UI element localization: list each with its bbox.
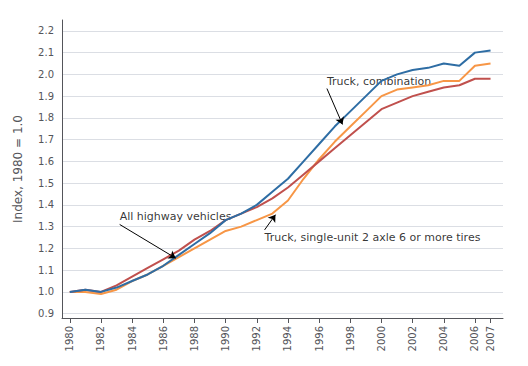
svg-text:1.5: 1.5 — [38, 178, 54, 189]
svg-text:1990: 1990 — [220, 326, 231, 351]
svg-text:0.9: 0.9 — [38, 308, 54, 319]
svg-text:2007: 2007 — [485, 326, 496, 351]
svg-text:1.8: 1.8 — [38, 112, 54, 123]
svg-text:2000: 2000 — [376, 326, 387, 351]
svg-text:Index, 1980 = 1.0: Index, 1980 = 1.0 — [11, 115, 25, 223]
svg-text:1982: 1982 — [95, 326, 106, 351]
svg-text:1.2: 1.2 — [38, 243, 54, 254]
svg-text:2.0: 2.0 — [38, 69, 54, 80]
svg-text:2004: 2004 — [438, 326, 449, 351]
svg-text:All highway vehicles: All highway vehicles — [120, 210, 232, 223]
svg-text:1.7: 1.7 — [38, 134, 54, 145]
svg-text:1.6: 1.6 — [38, 156, 54, 167]
svg-text:1988: 1988 — [189, 326, 200, 351]
svg-text:2.1: 2.1 — [38, 47, 54, 58]
svg-text:2.2: 2.2 — [38, 25, 54, 36]
svg-text:1996: 1996 — [314, 326, 325, 351]
svg-text:2002: 2002 — [407, 326, 418, 351]
svg-text:Truck, combination: Truck, combination — [326, 75, 431, 88]
svg-text:1994: 1994 — [282, 326, 293, 351]
svg-text:1986: 1986 — [158, 326, 169, 351]
svg-text:2006: 2006 — [469, 326, 480, 351]
svg-text:1.0: 1.0 — [38, 286, 54, 297]
svg-text:1980: 1980 — [64, 326, 75, 351]
svg-text:1.1: 1.1 — [38, 265, 54, 276]
svg-text:1984: 1984 — [127, 326, 138, 351]
svg-text:1.3: 1.3 — [38, 221, 54, 232]
svg-text:1998: 1998 — [345, 326, 356, 351]
svg-text:1.9: 1.9 — [38, 91, 54, 102]
svg-text:1.4: 1.4 — [38, 199, 54, 210]
svg-text:1992: 1992 — [251, 326, 262, 351]
svg-text:Truck, single-unit 2 axle 6 or: Truck, single-unit 2 axle 6 or more tire… — [264, 231, 481, 244]
